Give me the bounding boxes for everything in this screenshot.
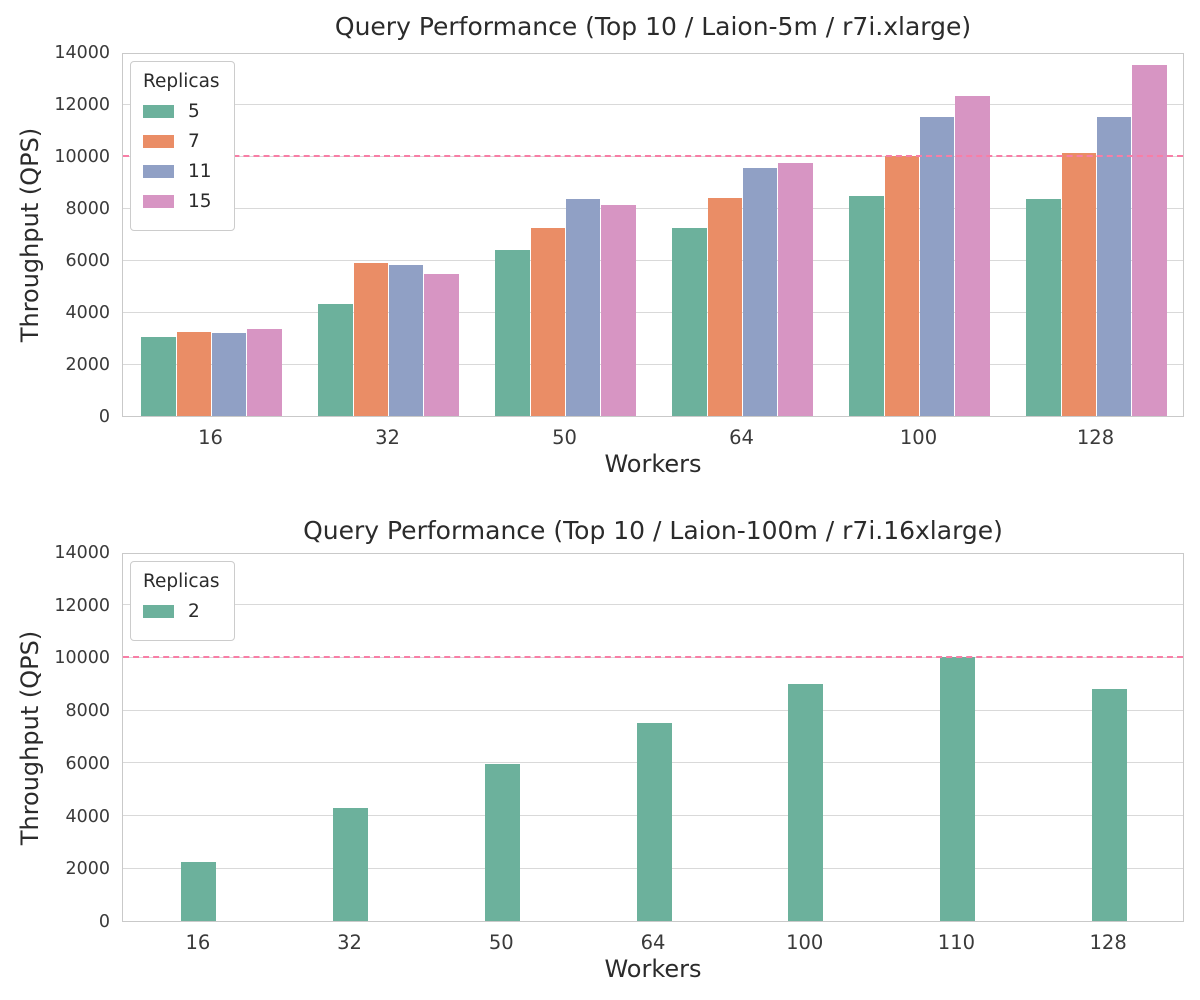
gridline	[123, 259, 1183, 261]
legend-label: 5	[188, 101, 200, 122]
x-tick-label: 100	[899, 426, 938, 449]
bar-workers-128-replicas-15	[1132, 65, 1167, 416]
bar-workers-16-replicas-11	[212, 332, 247, 416]
x-tick-label: 64	[640, 931, 666, 954]
bar-workers-32-replicas-2	[333, 807, 369, 921]
bar-workers-100-replicas-15	[955, 96, 990, 416]
x-tick-label: 50	[552, 426, 577, 449]
y-tick-label: 0	[98, 912, 110, 932]
bar-workers-32-replicas-7	[353, 262, 388, 416]
legend-swatch-icon	[143, 135, 174, 148]
bar-workers-64-replicas-15	[778, 162, 813, 416]
x-tick-label: 128	[1076, 426, 1115, 449]
reference-line-10000-qps	[123, 155, 1183, 157]
legend-label: 7	[188, 131, 200, 152]
y-tick-label: 2000	[65, 355, 110, 375]
legend-title: Replicas	[143, 71, 220, 92]
x-tick-label: 16	[198, 426, 223, 449]
gridline	[123, 709, 1183, 711]
y-tick-label: 4000	[65, 303, 110, 323]
bar-workers-16-replicas-7	[176, 331, 211, 416]
x-tick-label: 64	[729, 426, 754, 449]
bar-workers-32-replicas-5	[318, 304, 353, 416]
y-tick-label: 12000	[54, 595, 110, 616]
legend-entry-replicas-7: 7	[143, 131, 218, 152]
y-tick-label: 8000	[65, 701, 110, 722]
y-tick-label: 10000	[54, 648, 110, 669]
y-tick-label: 12000	[54, 95, 110, 115]
y-tick-label: 14000	[54, 43, 110, 63]
bar-workers-128-replicas-11	[1097, 117, 1132, 416]
bar-workers-32-replicas-11	[389, 265, 424, 416]
bar-workers-50-replicas-7	[530, 227, 565, 416]
y-tick-label: 2000	[65, 859, 110, 880]
x-tick-label: 128	[1089, 931, 1127, 954]
legend-swatch-icon	[143, 195, 174, 208]
bar-workers-100-replicas-2	[788, 683, 824, 921]
bar-workers-64-replicas-7	[707, 197, 742, 416]
bar-workers-100-replicas-7	[884, 156, 919, 416]
bar-workers-64-replicas-2	[636, 723, 672, 921]
y-tick-label: 6000	[65, 753, 110, 774]
y-tick-label: 8000	[65, 199, 110, 219]
x-tick-label: 16	[185, 931, 211, 954]
legend-entry-replicas-2: 2	[143, 601, 218, 622]
y-tick-label: 4000	[65, 806, 110, 827]
legend-label: 15	[188, 191, 212, 212]
gridline	[123, 311, 1183, 313]
bar-workers-50-replicas-2	[484, 764, 520, 921]
x-tick-label: 32	[375, 426, 400, 449]
y-tick-label: 0	[98, 407, 110, 427]
gridline	[123, 363, 1183, 365]
reference-line-10000-qps	[123, 656, 1183, 659]
chart-title: Query Performance (Top 10 / Laion-100m /…	[303, 516, 1003, 545]
y-tick-label: 6000	[65, 251, 110, 271]
x-tick-label: 50	[488, 931, 514, 954]
bar-workers-128-replicas-5	[1026, 198, 1061, 416]
legend-entry-replicas-11: 11	[143, 161, 218, 182]
x-axis-label: Workers	[604, 450, 702, 478]
y-tick-label: 10000	[54, 147, 110, 167]
x-tick-label: 110	[937, 931, 976, 954]
bar-workers-16-replicas-5	[141, 336, 176, 416]
bar-workers-110-replicas-2	[939, 657, 975, 921]
plot-area	[122, 553, 1184, 922]
bar-workers-16-replicas-15	[247, 328, 282, 416]
bar-workers-100-replicas-11	[920, 117, 955, 416]
legend-label: 2	[188, 601, 200, 622]
legend-label: 11	[188, 161, 212, 182]
bar-workers-50-replicas-15	[601, 205, 636, 416]
legend-entry-replicas-15: 15	[143, 191, 218, 212]
legend-entry-replicas-5: 5	[143, 101, 218, 122]
legend-swatch-icon	[143, 605, 174, 618]
gridline	[123, 103, 1183, 105]
legend: Replicas 5 7 11 15	[130, 61, 235, 231]
bar-workers-128-replicas-2	[1091, 689, 1127, 921]
bar-workers-50-replicas-11	[566, 198, 601, 416]
y-tick-label: 14000	[54, 543, 110, 563]
plot-area	[122, 53, 1184, 417]
x-tick-label: 100	[786, 931, 824, 954]
gridline	[123, 604, 1183, 606]
bar-workers-64-replicas-11	[743, 167, 778, 416]
chart-bottom-laion-100m: Query Performance (Top 10 / Laion-100m /…	[0, 500, 1200, 1000]
chart-title: Query Performance (Top 10 / Laion-5m / r…	[334, 12, 972, 41]
legend-swatch-icon	[143, 165, 174, 178]
bar-workers-32-replicas-15	[424, 274, 459, 416]
legend-swatch-icon	[143, 105, 174, 118]
gridline	[123, 207, 1183, 209]
legend: Replicas 2	[130, 561, 235, 641]
bar-workers-16-replicas-2	[181, 861, 217, 921]
bar-workers-100-replicas-5	[849, 196, 884, 416]
x-axis-label: Workers	[604, 955, 702, 983]
legend-title: Replicas	[143, 571, 220, 592]
bar-workers-64-replicas-5	[672, 227, 707, 416]
chart-top-laion-5m: Query Performance (Top 10 / Laion-5m / r…	[16, 12, 1184, 478]
bar-workers-50-replicas-5	[495, 249, 530, 416]
bar-workers-128-replicas-7	[1061, 153, 1096, 416]
x-tick-label: 32	[337, 931, 362, 954]
